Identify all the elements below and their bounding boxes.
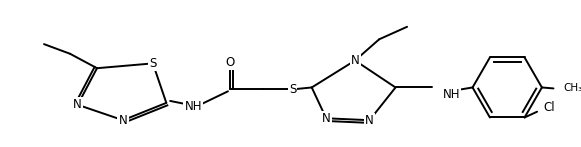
Text: CH₃: CH₃ (563, 83, 581, 93)
Text: O: O (225, 56, 235, 69)
Text: Cl: Cl (544, 101, 555, 114)
Text: N: N (351, 54, 360, 67)
Text: N: N (322, 112, 331, 125)
Text: S: S (289, 83, 296, 96)
Text: S: S (149, 57, 156, 70)
Text: N: N (119, 114, 127, 127)
Text: N: N (73, 98, 82, 111)
Text: NH: NH (443, 88, 460, 101)
Text: NH: NH (185, 100, 202, 113)
Text: N: N (365, 114, 374, 127)
